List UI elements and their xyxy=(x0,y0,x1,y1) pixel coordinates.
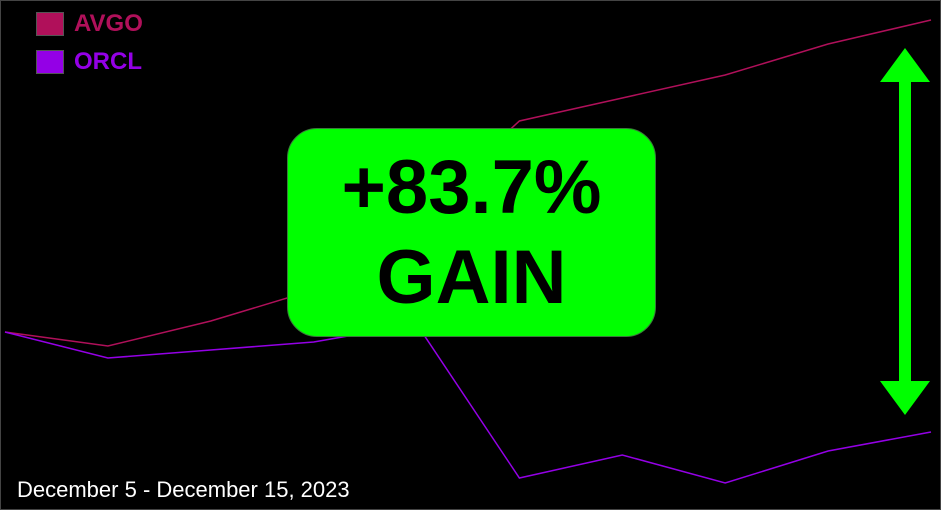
legend-label-orcl: ORCL xyxy=(74,48,142,75)
double-arrow-icon xyxy=(880,48,930,415)
legend-swatch-orcl xyxy=(36,50,64,74)
legend-item-orcl: ORCL xyxy=(36,48,142,76)
legend-label-avgo: AVGO xyxy=(74,10,143,37)
gain-callout: +83.7% GAIN xyxy=(287,128,656,337)
legend-swatch-avgo xyxy=(36,12,64,36)
series-line-orcl xyxy=(4,323,932,484)
gain-label: GAIN xyxy=(376,234,567,320)
date-range: December 5 - December 15, 2023 xyxy=(17,477,350,502)
gain-value: +83.7% xyxy=(341,144,602,230)
legend-item-avgo: AVGO xyxy=(36,10,143,38)
